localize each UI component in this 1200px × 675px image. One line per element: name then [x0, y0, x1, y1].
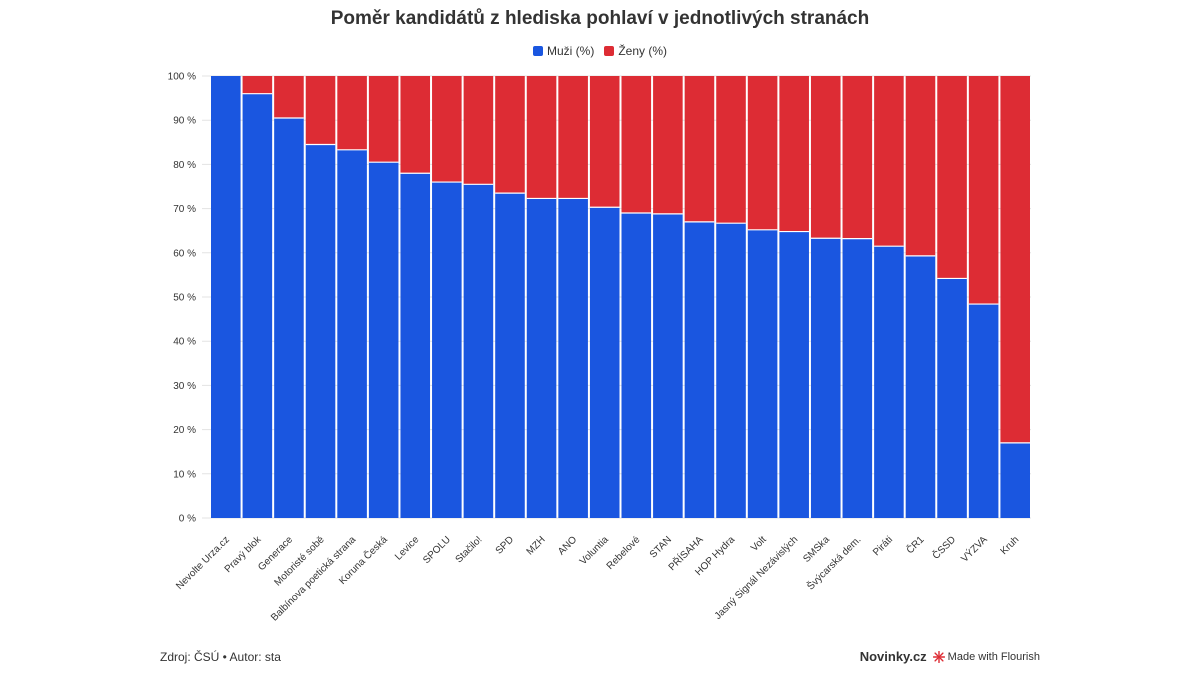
bar-women[interactable]: [274, 76, 304, 118]
bar-men[interactable]: [937, 278, 967, 518]
x-tick-label: SPOLU: [421, 534, 453, 566]
bar-women[interactable]: [716, 76, 746, 224]
bar-women[interactable]: [305, 76, 336, 145]
y-tick-label: 60 %: [173, 248, 196, 259]
bar-men[interactable]: [558, 198, 588, 518]
bar-women[interactable]: [810, 76, 841, 239]
bar-men[interactable]: [779, 231, 809, 519]
y-axis-ticks: 0 % 10 % 20 % 30 % 40 % 50 % 60 % 70 % 80 % 90 % 1…: [168, 72, 196, 525]
bar-women[interactable]: [747, 76, 778, 230]
bar-men[interactable]: [874, 246, 904, 519]
bar-men[interactable]: [242, 93, 273, 519]
bar-women[interactable]: [432, 76, 462, 183]
y-tick-label: 20 %: [173, 425, 196, 436]
flourish-badge[interactable]: Made with Flourish: [932, 650, 1040, 663]
bar-women[interactable]: [558, 76, 588, 199]
bar-men[interactable]: [1000, 442, 1030, 518]
x-tick-label: MZH: [525, 534, 548, 557]
chart-plot: 0 % 10 % 20 % 30 % 40 % 50 % 60 % 70 % 80 % 90 % 1…: [168, 72, 1031, 624]
footer-credits: Novinky.cz Made with Flourish: [860, 649, 1040, 664]
legend-item-women[interactable]: Ženy (%): [604, 44, 667, 58]
legend-swatch-men: [532, 46, 543, 56]
x-tick-label: Stačilo!: [454, 534, 485, 565]
bar-men[interactable]: [684, 221, 715, 519]
legend-label-men: Muži (%): [546, 44, 595, 58]
legend-label-women: Ženy (%): [618, 44, 668, 58]
bars: [211, 76, 1030, 519]
chart-title: Poměr kandidátů z hlediska pohlaví v jed…: [330, 8, 870, 29]
legend-item-men[interactable]: Muži (%): [532, 44, 595, 58]
bar-men[interactable]: [621, 213, 652, 518]
x-tick-label: Kruh: [999, 534, 1022, 557]
bar-men[interactable]: [716, 223, 746, 518]
x-tick-label: Švýcarská dem.: [804, 533, 863, 592]
x-tick-label: ČR1: [903, 533, 927, 557]
bar-women[interactable]: [368, 76, 399, 163]
legend: Muži (%) Ženy (%): [0, 44, 1200, 58]
bar-men[interactable]: [495, 193, 525, 518]
x-tick-label: VÝZVA: [958, 533, 990, 565]
bar-men[interactable]: [337, 149, 367, 518]
y-tick-label: 30 %: [173, 381, 196, 392]
footer-brand[interactable]: Novinky.cz: [859, 649, 927, 664]
bar-men[interactable]: [842, 238, 873, 518]
bar-women[interactable]: [684, 76, 715, 222]
x-tick-label: ANO: [556, 534, 579, 557]
bar-women[interactable]: [842, 76, 873, 239]
x-tick-label: STAN: [648, 534, 674, 560]
x-tick-label: ČSSD: [929, 533, 958, 562]
y-tick-label: 10 %: [173, 469, 196, 480]
y-tick-label: 90 %: [173, 116, 196, 127]
bar-men[interactable]: [400, 173, 431, 519]
y-tick-label: 0 %: [179, 514, 196, 525]
bar-women[interactable]: [495, 76, 525, 194]
bar-men[interactable]: [968, 304, 999, 518]
bar-women[interactable]: [526, 76, 557, 199]
bar-women[interactable]: [937, 76, 967, 279]
y-tick-label: 70 %: [173, 204, 196, 215]
bar-women[interactable]: [874, 76, 904, 247]
bar-women[interactable]: [905, 76, 936, 256]
y-tick-label: 40 %: [173, 337, 196, 348]
x-tick-label: Rebelové: [605, 534, 643, 572]
flourish-label: Made with Flourish: [947, 650, 1040, 663]
bar-men[interactable]: [274, 117, 304, 519]
bar-women[interactable]: [653, 76, 683, 214]
bar-women[interactable]: [463, 76, 494, 185]
y-tick-label: 100 %: [168, 72, 196, 83]
bar-women[interactable]: [1000, 76, 1030, 443]
bar-men[interactable]: [905, 255, 936, 519]
y-tick-label: 80 %: [173, 160, 196, 171]
x-tick-label: Nevolte Urza.cz: [174, 534, 232, 592]
footer-source: Zdroj: ČSÚ • Autor: sta: [160, 650, 281, 664]
bar-men[interactable]: [526, 198, 557, 518]
bar-men[interactable]: [211, 76, 241, 518]
legend-swatch-women: [604, 46, 615, 56]
bar-women[interactable]: [968, 76, 999, 305]
x-tick-label: SPD: [494, 534, 516, 556]
bar-women[interactable]: [337, 76, 367, 150]
bar-women[interactable]: [242, 76, 273, 94]
x-tick-label: Piráti: [871, 534, 895, 558]
bar-women[interactable]: [400, 76, 431, 174]
bar-women[interactable]: [621, 76, 652, 214]
bar-men[interactable]: [653, 213, 683, 519]
bar-men[interactable]: [368, 162, 399, 518]
bar-men[interactable]: [589, 207, 620, 519]
bar-women[interactable]: [779, 76, 809, 232]
bar-women[interactable]: [589, 76, 620, 208]
y-tick-label: 50 %: [173, 293, 196, 304]
flourish-star-icon: [932, 650, 945, 663]
x-tick-label: SMSka: [801, 534, 832, 565]
bar-men[interactable]: [305, 144, 336, 518]
bar-men[interactable]: [432, 182, 462, 518]
bar-men[interactable]: [463, 184, 494, 519]
bar-men[interactable]: [810, 238, 841, 519]
bar-men[interactable]: [747, 229, 778, 519]
x-tick-label: Levice: [393, 534, 422, 563]
x-tick-label: Volt: [749, 534, 769, 554]
